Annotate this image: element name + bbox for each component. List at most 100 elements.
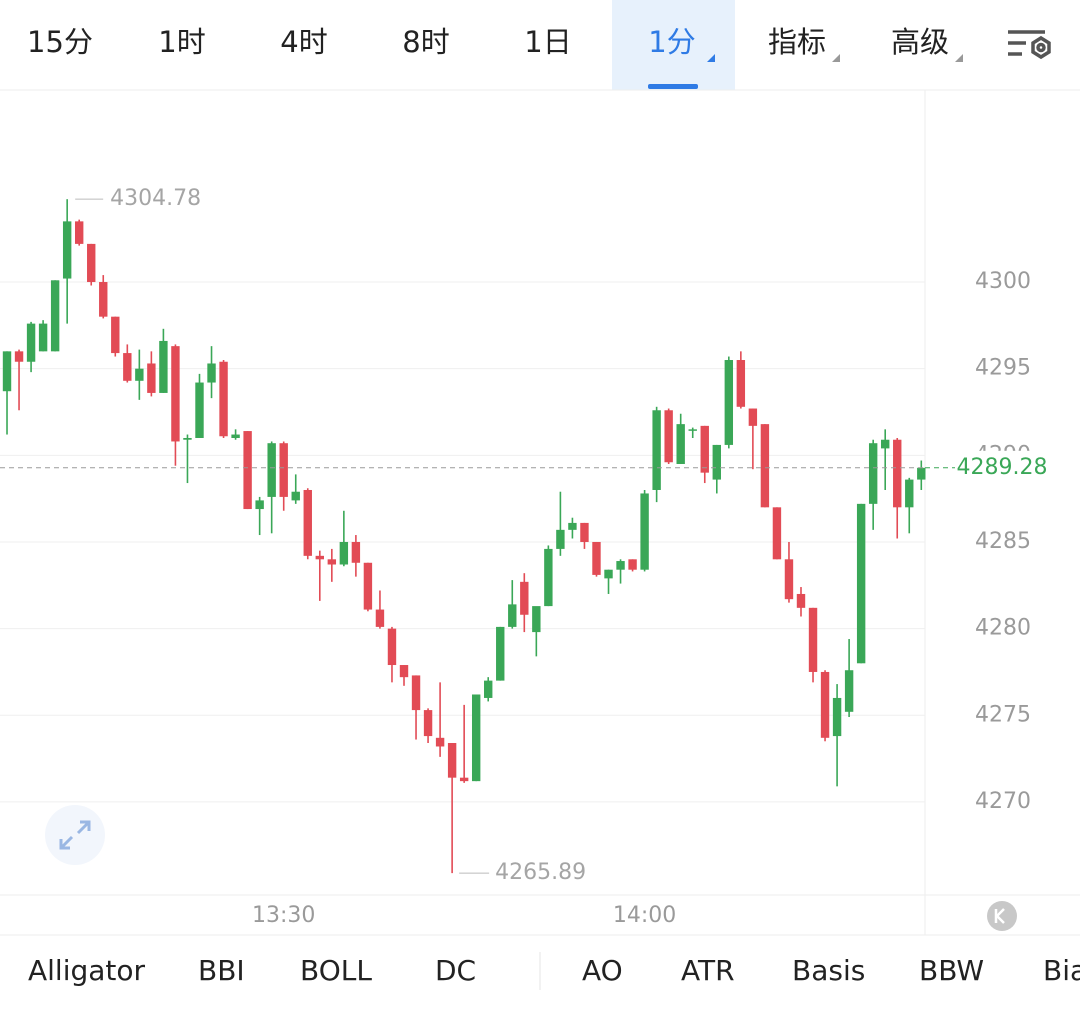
candle-body: [520, 581, 529, 615]
candle-body: [243, 431, 252, 510]
candle-body: [123, 353, 132, 381]
x-tick-label: 13:30: [252, 903, 315, 928]
candle-body: [279, 443, 288, 497]
candle-body: [760, 424, 770, 508]
candle-body: [604, 569, 613, 579]
tab[interactable]: 指标: [768, 25, 826, 59]
candle-body: [26, 323, 36, 362]
candle-body: [712, 444, 721, 480]
tab[interactable]: 1分: [648, 25, 695, 59]
tab[interactable]: 高级: [891, 25, 949, 59]
tab[interactable]: 1时: [158, 25, 205, 59]
candle-body: [87, 243, 96, 283]
candle-body: [748, 408, 758, 426]
candle-body: [628, 559, 637, 570]
candle-body: [556, 529, 565, 549]
candle-body: [291, 491, 300, 501]
candle-body: [231, 434, 240, 438]
candle-body: [315, 555, 324, 560]
candle-body: [868, 443, 878, 504]
high-label: 4304.78: [110, 186, 201, 211]
last-price-bg: [926, 450, 1080, 485]
active-tab-underline: [648, 84, 698, 89]
chart: 427042754280428542904295430013:3014:0043…: [0, 90, 1080, 935]
settings-icon[interactable]: [1008, 30, 1051, 60]
candle-body: [74, 221, 84, 244]
indicator-tab[interactable]: AO: [582, 954, 623, 987]
candle-body: [736, 360, 746, 407]
candle-body: [447, 743, 457, 778]
indicator-tab[interactable]: Alligator: [28, 954, 146, 987]
candle-body: [592, 541, 601, 575]
indicator-tab[interactable]: BOLL: [300, 954, 372, 987]
indicator-tab[interactable]: Bias: [1043, 954, 1080, 987]
candle-body: [50, 280, 60, 352]
candle-body: [171, 346, 180, 442]
tab[interactable]: 1日: [524, 25, 571, 59]
indicator-tab[interactable]: BBW: [919, 954, 984, 987]
indicator-tab[interactable]: Basis: [792, 954, 865, 987]
low-label: 4265.89: [495, 860, 586, 885]
candle-body: [676, 424, 685, 464]
candle-body: [700, 425, 709, 473]
expand-button[interactable]: [45, 805, 105, 865]
scroll-latest-button[interactable]: [987, 901, 1017, 931]
candle-body: [796, 593, 806, 608]
candle-body: [844, 670, 854, 712]
indicator-tab[interactable]: ATR: [681, 954, 735, 987]
candle-body: [219, 361, 228, 437]
dropdown-arrow: [955, 54, 963, 62]
candle-body: [195, 382, 204, 438]
candle-body: [820, 671, 830, 738]
candle-body: [856, 503, 866, 664]
candle-body: [905, 479, 914, 508]
candle-body: [135, 368, 144, 381]
tab-bar: 15分 1时 4时 8时 1日 1分 指标 高级: [27, 0, 963, 90]
candle-body: [267, 443, 276, 497]
candle-body: [411, 675, 421, 711]
candle-body: [339, 541, 349, 565]
x-tick-label: 14:00: [613, 903, 676, 928]
candle-body: [159, 340, 168, 393]
candle-body: [568, 522, 577, 530]
y-tick-label: 4285: [975, 529, 1031, 554]
candle-body: [207, 363, 216, 383]
candle-body: [688, 429, 697, 431]
tab[interactable]: 15分: [27, 25, 93, 59]
candle-body: [327, 559, 337, 565]
tab[interactable]: 8时: [402, 25, 449, 59]
dropdown-arrow: [707, 54, 715, 62]
candle-body: [724, 360, 734, 445]
candle-body: [183, 437, 192, 440]
tab[interactable]: 4时: [280, 25, 327, 59]
candle-body: [772, 507, 782, 560]
candle-body: [808, 607, 818, 672]
candle-body: [832, 697, 842, 737]
candle-body: [399, 665, 409, 678]
candle-body: [303, 489, 312, 556]
candle-body: [580, 522, 589, 542]
candle-body: [99, 282, 108, 317]
candle-body: [471, 694, 481, 782]
indicator-tab[interactable]: DC: [435, 954, 476, 987]
y-tick-label: 4300: [975, 269, 1031, 294]
candle-body: [255, 500, 264, 510]
candle-body: [532, 606, 541, 633]
candle-body: [544, 548, 553, 607]
candle-body: [484, 680, 493, 698]
candle-body: [14, 351, 24, 362]
candle-body: [652, 410, 661, 490]
last-price-label: 4289.28: [957, 455, 1048, 480]
candle-body: [111, 316, 120, 354]
candle-body: [459, 777, 469, 782]
candle-body: [423, 710, 433, 737]
candle-body: [38, 323, 48, 352]
candle-body: [616, 561, 625, 570]
candle-body: [351, 541, 361, 563]
candle-body: [387, 628, 397, 666]
candle-body: [917, 467, 926, 480]
candle-body: [435, 737, 445, 747]
indicator-tab[interactable]: BBI: [198, 954, 245, 987]
